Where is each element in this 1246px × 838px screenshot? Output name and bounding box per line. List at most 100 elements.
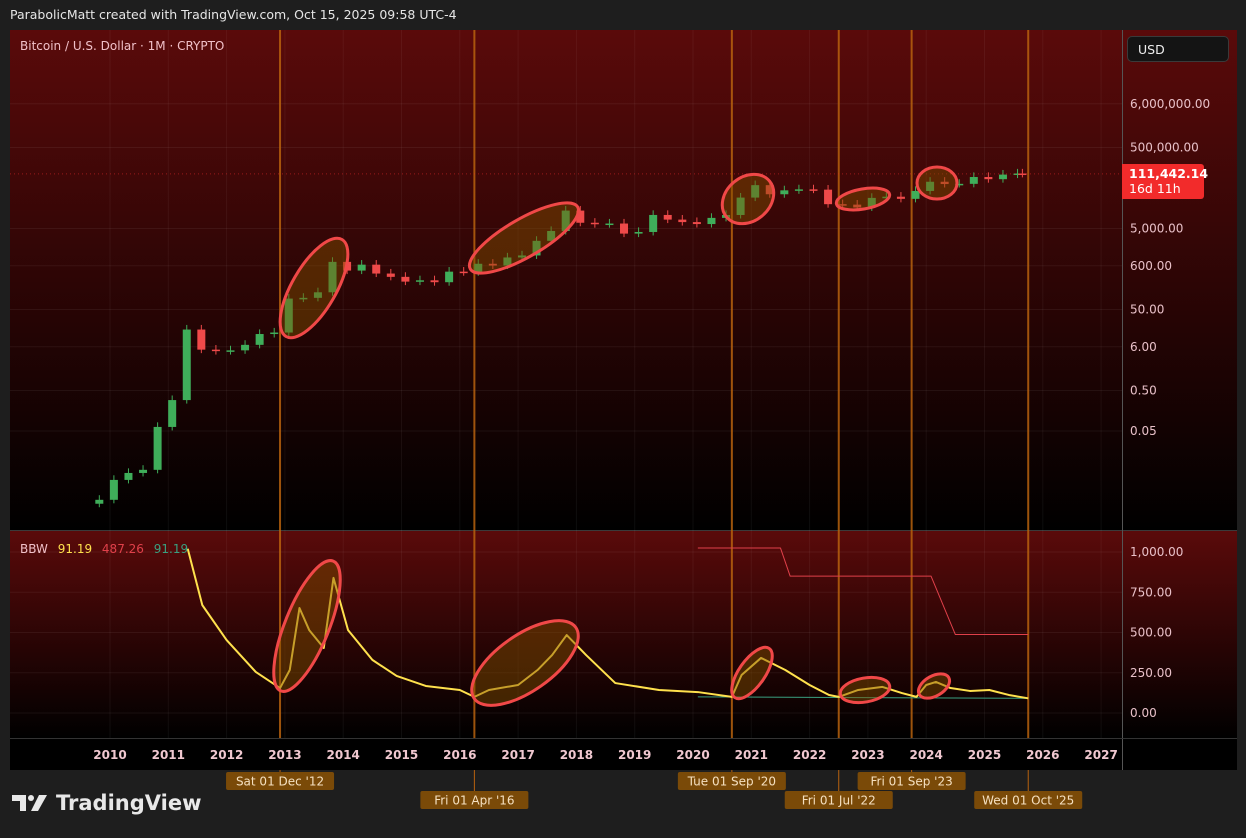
candle-body — [998, 174, 1007, 180]
bbw-tick-label: 250.00 — [1130, 666, 1172, 680]
candle-body — [678, 219, 687, 223]
main-pane[interactable] — [10, 30, 1237, 530]
candle-body — [517, 255, 526, 258]
candle-body — [284, 298, 293, 333]
candle-body — [255, 334, 264, 345]
candle-body — [430, 280, 439, 283]
bbw-tick-label: 500.00 — [1130, 626, 1172, 640]
candle-body — [649, 214, 658, 232]
year-tick-label: 2011 — [152, 748, 185, 762]
cycle-date-label: Fri 01 Sep '23 — [871, 775, 953, 789]
candle-body — [663, 214, 672, 220]
price-tick-label: 600.00 — [1130, 259, 1172, 273]
candle-body — [634, 231, 643, 234]
tradingview-logo[interactable]: TradingView — [12, 791, 201, 815]
year-tick-label: 2027 — [1084, 748, 1117, 762]
candle-body — [197, 329, 206, 350]
annotation-ellipse[interactable] — [712, 164, 783, 234]
year-tick-label: 2020 — [676, 748, 709, 762]
candle-body — [270, 332, 279, 335]
candle-body — [299, 297, 308, 300]
cycle-date-box — [226, 772, 335, 790]
annotation-ellipse[interactable] — [724, 641, 780, 705]
candle-body — [488, 263, 497, 266]
currency-button[interactable]: USD — [1127, 36, 1229, 62]
bbw-tick-label: 0.00 — [1130, 706, 1157, 720]
year-tick-label: 2016 — [443, 748, 476, 762]
candle-body — [969, 177, 978, 184]
candle-body — [707, 217, 716, 225]
candle-body — [241, 344, 250, 351]
candle-body — [955, 183, 964, 186]
cycle-date-box — [857, 772, 966, 790]
candle-body — [926, 181, 935, 191]
time-axis[interactable] — [10, 738, 1237, 770]
candle-body — [124, 472, 133, 480]
candle-body — [1013, 173, 1022, 175]
candle-body — [415, 280, 424, 282]
candle-body — [561, 210, 570, 231]
annotation-ellipse[interactable] — [458, 605, 592, 722]
annotation-ellipse[interactable] — [260, 553, 353, 699]
candle-body — [765, 185, 774, 195]
annotation-ellipse[interactable] — [914, 669, 953, 703]
candle-body — [867, 197, 876, 208]
bbw-series-bbw — [186, 548, 1029, 700]
annotation-ellipse[interactable] — [915, 165, 959, 201]
candle-body — [328, 261, 337, 293]
year-tick-label: 2015 — [385, 748, 418, 762]
year-tick-label: 2018 — [560, 748, 593, 762]
candle-body — [605, 223, 614, 226]
candle-body — [751, 185, 760, 198]
price-tick-label: 50.00 — [1130, 303, 1164, 317]
year-tick-label: 2022 — [793, 748, 826, 762]
year-tick-label: 2012 — [210, 748, 243, 762]
candle-body — [95, 499, 104, 504]
candle-body — [547, 230, 556, 241]
candle-body — [882, 196, 891, 199]
cycle-date-label: Tue 01 Sep '20 — [687, 775, 776, 789]
cycle-date-label: Wed 01 Oct '25 — [982, 794, 1074, 808]
bbw-lines — [186, 547, 1029, 700]
price-tick-label: 500,000.00 — [1130, 141, 1199, 155]
year-tick-label: 2019 — [618, 748, 651, 762]
candle-body — [853, 204, 862, 208]
cycle-markers — [279, 30, 1030, 738]
bbw-pane[interactable] — [10, 531, 1237, 738]
candle-body — [211, 349, 220, 352]
candle-body — [109, 479, 118, 500]
candle-body — [794, 189, 803, 191]
price-tick-label: 6,000,000.00 — [1130, 97, 1210, 111]
annotation-ellipse[interactable] — [267, 229, 361, 348]
candle-body — [809, 189, 818, 191]
year-tick-label: 2010 — [93, 748, 126, 762]
cycle-date-box — [974, 791, 1083, 809]
year-tick-label: 2017 — [501, 748, 534, 762]
candle-body — [896, 196, 905, 199]
annotation-ellipse[interactable] — [834, 184, 892, 213]
bbw-series-highest — [697, 547, 1029, 636]
cycle-date-box — [420, 791, 529, 809]
annotation-ellipse[interactable] — [461, 191, 587, 286]
candle-body — [780, 190, 789, 195]
bbw-legend[interactable]: BBW 91.19 487.26 91.19 — [20, 542, 194, 556]
candle-body — [445, 271, 454, 283]
candle-body — [357, 264, 366, 271]
price-tick-label: 0.50 — [1130, 384, 1157, 398]
symbol-title[interactable]: Bitcoin / U.S. Dollar · 1M · CRYPTO — [20, 39, 225, 53]
bbw-highest: 487.26 — [101, 542, 144, 556]
candle-body — [940, 181, 949, 185]
brand-name: TradingView — [56, 791, 202, 815]
bbw-tick-label: 750.00 — [1130, 585, 1172, 599]
year-tick-label: 2025 — [968, 748, 1001, 762]
candle-body — [984, 177, 993, 180]
cycle-date-label: Sat 01 Dec '12 — [236, 775, 324, 789]
candle-body — [736, 197, 745, 215]
year-tick-label: 2014 — [326, 748, 359, 762]
candle-body — [692, 222, 701, 225]
price-tick-label: 5,000.00 — [1130, 222, 1183, 236]
cycle-date-label: Fri 01 Jul '22 — [802, 794, 876, 808]
annotation-ellipse[interactable] — [838, 674, 892, 706]
candle-body — [226, 350, 235, 352]
